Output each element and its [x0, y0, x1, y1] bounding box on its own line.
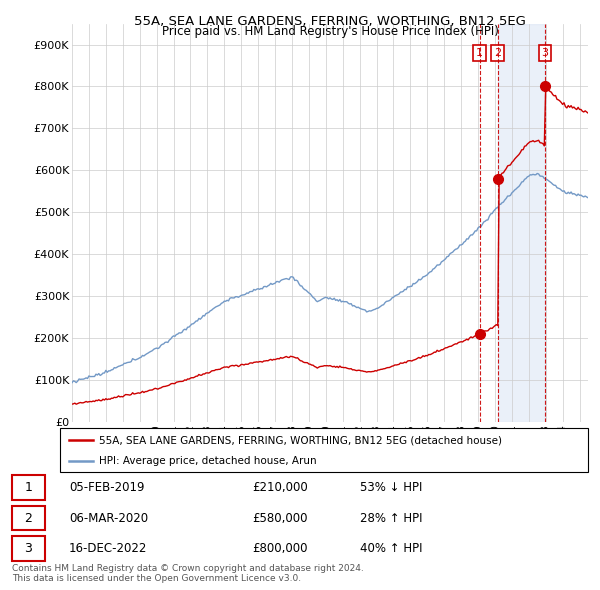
Text: 2: 2 [494, 48, 502, 58]
Text: 3: 3 [541, 48, 548, 58]
Text: £210,000: £210,000 [252, 481, 308, 494]
Text: HPI: Average price, detached house, Arun: HPI: Average price, detached house, Arun [99, 456, 317, 466]
Text: 1: 1 [476, 48, 483, 58]
Text: 2: 2 [25, 512, 32, 525]
Text: 3: 3 [25, 542, 32, 555]
Text: 05-FEB-2019: 05-FEB-2019 [69, 481, 145, 494]
Text: 1: 1 [25, 481, 32, 494]
Text: 40% ↑ HPI: 40% ↑ HPI [360, 542, 422, 555]
Text: 28% ↑ HPI: 28% ↑ HPI [360, 512, 422, 525]
Text: £580,000: £580,000 [252, 512, 308, 525]
Text: 06-MAR-2020: 06-MAR-2020 [69, 512, 148, 525]
Text: 55A, SEA LANE GARDENS, FERRING, WORTHING, BN12 5EG: 55A, SEA LANE GARDENS, FERRING, WORTHING… [134, 15, 526, 28]
Text: Price paid vs. HM Land Registry's House Price Index (HPI): Price paid vs. HM Land Registry's House … [161, 25, 499, 38]
Text: 55A, SEA LANE GARDENS, FERRING, WORTHING, BN12 5EG (detached house): 55A, SEA LANE GARDENS, FERRING, WORTHING… [99, 435, 502, 445]
Text: £800,000: £800,000 [252, 542, 308, 555]
Text: Contains HM Land Registry data © Crown copyright and database right 2024.
This d: Contains HM Land Registry data © Crown c… [12, 563, 364, 583]
Bar [498, 24, 545, 422]
Text: 53% ↓ HPI: 53% ↓ HPI [360, 481, 422, 494]
Text: 16-DEC-2022: 16-DEC-2022 [69, 542, 148, 555]
